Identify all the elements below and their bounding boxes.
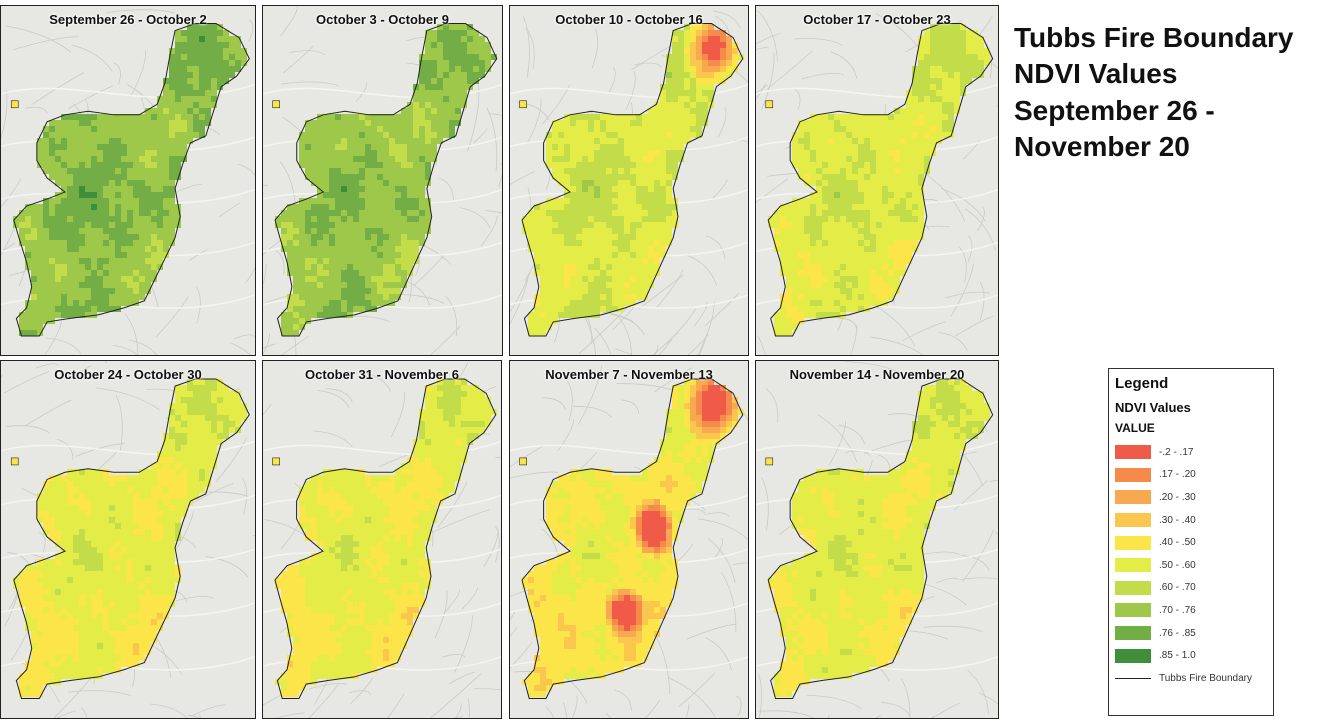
ndvi-map xyxy=(263,362,501,718)
boundary-line-icon xyxy=(1115,677,1151,679)
map-panel-grid: September 26 - October 2 October 3 - Octo… xyxy=(0,5,999,719)
panel-date-range-title: November 14 - November 20 xyxy=(789,367,965,382)
legend-swatch xyxy=(1115,580,1151,595)
outlying-parcel xyxy=(10,100,19,109)
legend-class-row: .50 - .60 xyxy=(1115,554,1267,577)
map-panel: November 7 - November 13 xyxy=(509,360,749,719)
outlying-parcel xyxy=(765,100,774,109)
ndvi-map xyxy=(263,6,502,355)
map-panel: October 3 - October 9 xyxy=(262,5,503,356)
main-title-line-1: Tubbs Fire Boundary xyxy=(1014,22,1294,53)
map-panel: October 10 - October 16 xyxy=(509,5,749,356)
outlying-parcel xyxy=(272,100,280,109)
legend-classes: -.2 - .17 .17 - .20 .20 - .30 .30 - .40 .40 … xyxy=(1115,441,1267,667)
legend-subtitle: NDVI Values xyxy=(1115,400,1191,415)
legend-class-row: .17 - .20 xyxy=(1115,464,1267,487)
legend-class-row: .70 - .76 xyxy=(1115,599,1267,622)
legend-class-row: .60 - .70 xyxy=(1115,577,1267,600)
map-panel: October 31 - November 6 xyxy=(262,360,502,719)
ndvi-map xyxy=(510,10,748,355)
outlying-parcel xyxy=(519,457,527,466)
legend-class-label: -.2 - .17 xyxy=(1159,446,1194,458)
legend-class-label: .70 - .76 xyxy=(1159,604,1196,616)
legend-value-header: VALUE xyxy=(1115,421,1155,435)
legend-class-label: .17 - .20 xyxy=(1159,469,1196,481)
ndvi-raster xyxy=(13,379,247,697)
ndvi-raster xyxy=(522,24,744,336)
legend-swatch xyxy=(1115,603,1151,618)
map-panel: October 17 - October 23 xyxy=(755,5,999,356)
panel-date-range-title: November 7 - November 13 xyxy=(545,367,713,382)
panel-date-range-title: September 26 - October 2 xyxy=(49,12,207,27)
legend-class-label: .60 - .70 xyxy=(1159,582,1196,594)
ndvi-map xyxy=(756,9,998,355)
legend-swatch xyxy=(1115,467,1151,482)
main-title-line-3: September 26 - xyxy=(1014,94,1215,126)
ndvi-raster xyxy=(768,24,990,336)
outlying-parcel xyxy=(272,457,280,466)
legend-class-row: .20 - .30 xyxy=(1115,486,1267,509)
ndvi-map xyxy=(756,361,998,718)
legend-class-label: .20 - .30 xyxy=(1159,491,1196,503)
ndvi-raster xyxy=(275,379,497,697)
main-title: Tubbs Fire Boundary NDVI Values Septembe… xyxy=(1014,20,1330,166)
legend-class-label: .85 - 1.0 xyxy=(1159,650,1196,662)
panel-date-range-title: October 31 - November 6 xyxy=(305,367,459,382)
legend-swatch xyxy=(1115,626,1151,641)
legend-boundary-row: Tubbs Fire Boundary xyxy=(1115,667,1267,690)
fire-boundary-outline xyxy=(274,378,497,699)
legend-title: Legend xyxy=(1115,375,1169,392)
fire-boundary-outline xyxy=(13,378,250,699)
fire-boundary-outline xyxy=(521,378,744,699)
outlying-parcel xyxy=(765,457,774,466)
legend: Legend NDVI Values VALUE -.2 - .17 .17 - … xyxy=(1108,368,1274,716)
main-title-line-2: NDVI Values xyxy=(1014,58,1178,90)
map-panel: November 14 - November 20 xyxy=(755,360,999,719)
panel-date-range-title: October 10 - October 16 xyxy=(555,12,703,27)
legend-class-row: .76 - .85 xyxy=(1115,622,1267,645)
legend-swatch xyxy=(1115,648,1151,663)
ndvi-map xyxy=(510,365,748,718)
ndvi-map xyxy=(1,361,255,718)
panel-date-range-title: October 17 - October 23 xyxy=(803,12,951,27)
legend-class-label: .76 - .85 xyxy=(1159,627,1196,639)
legend-boundary-label: Tubbs Fire Boundary xyxy=(1159,672,1253,684)
legend-class-row: .30 - .40 xyxy=(1115,509,1267,532)
legend-swatch xyxy=(1115,513,1151,528)
fire-boundary-outline xyxy=(13,23,250,337)
ndvi-raster xyxy=(275,24,497,336)
legend-swatch xyxy=(1115,445,1151,460)
outlying-parcel xyxy=(10,457,19,466)
legend-swatch xyxy=(1115,535,1151,550)
outlying-parcel xyxy=(519,100,527,109)
legend-class-label: .40 - .50 xyxy=(1159,537,1196,549)
ndvi-map xyxy=(1,9,255,355)
fire-boundary-outline xyxy=(521,23,744,337)
ndvi-raster xyxy=(522,379,744,697)
legend-class-row: .40 - .50 xyxy=(1115,531,1267,554)
legend-class-label: .30 - .40 xyxy=(1159,514,1196,526)
fire-boundary-outline xyxy=(767,23,994,337)
legend-class-row: -.2 - .17 xyxy=(1115,441,1267,464)
ndvi-raster xyxy=(768,379,990,697)
legend-class-row: .85 - 1.0 xyxy=(1115,644,1267,667)
legend-swatch xyxy=(1115,490,1151,505)
legend-swatch xyxy=(1115,558,1151,573)
map-panel: September 26 - October 2 xyxy=(0,5,256,356)
legend-class-label: .50 - .60 xyxy=(1159,559,1196,571)
map-panel: October 24 - October 30 xyxy=(0,360,256,719)
panel-date-range-title: October 3 - October 9 xyxy=(316,12,449,27)
panel-date-range-title: October 24 - October 30 xyxy=(54,367,202,382)
fire-boundary-outline xyxy=(767,378,994,699)
main-title-line-4: November 20 xyxy=(1014,131,1190,163)
ndvi-raster xyxy=(13,24,247,336)
fire-boundary-outline xyxy=(274,23,498,337)
